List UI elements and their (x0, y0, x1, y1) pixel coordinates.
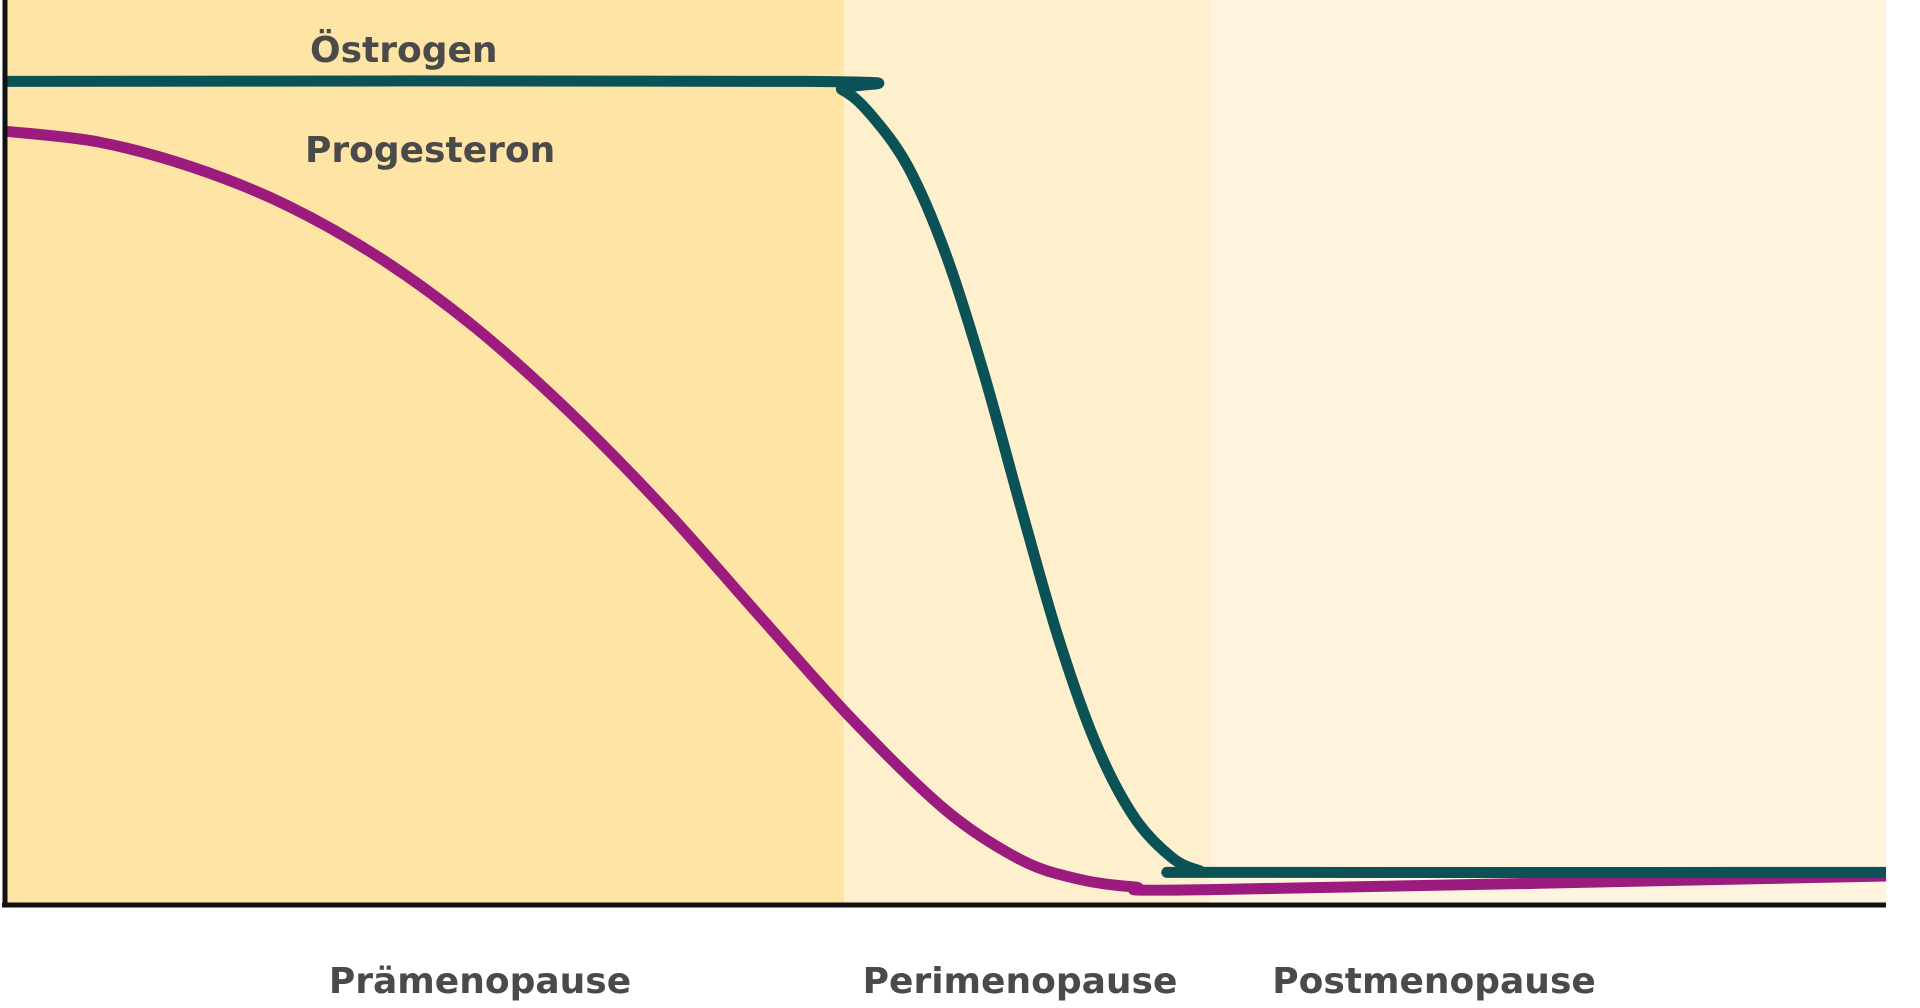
series-lines (4, 75, 1887, 896)
phase-bands (5, 0, 1886, 905)
phase-labels: Prämenopause Perimenopause Postmenopause (329, 961, 1596, 1002)
series-label-oestrogen: Östrogen (310, 29, 498, 71)
series-label-progesteron: Progesteron (305, 130, 555, 171)
series-line-oestrogen (4, 75, 1887, 879)
axes (2, 0, 1886, 908)
phase-label-postmenopause: Postmenopause (1272, 961, 1596, 1002)
series-labels: Östrogen Progesteron (305, 29, 555, 171)
phase-label-perimenopause: Perimenopause (863, 961, 1178, 1002)
phase-band-1 (843, 0, 1211, 905)
series-line-progesteron (4, 125, 1887, 896)
phase-label-praemenopause: Prämenopause (329, 961, 631, 1002)
phase-band-2 (1210, 0, 1886, 905)
